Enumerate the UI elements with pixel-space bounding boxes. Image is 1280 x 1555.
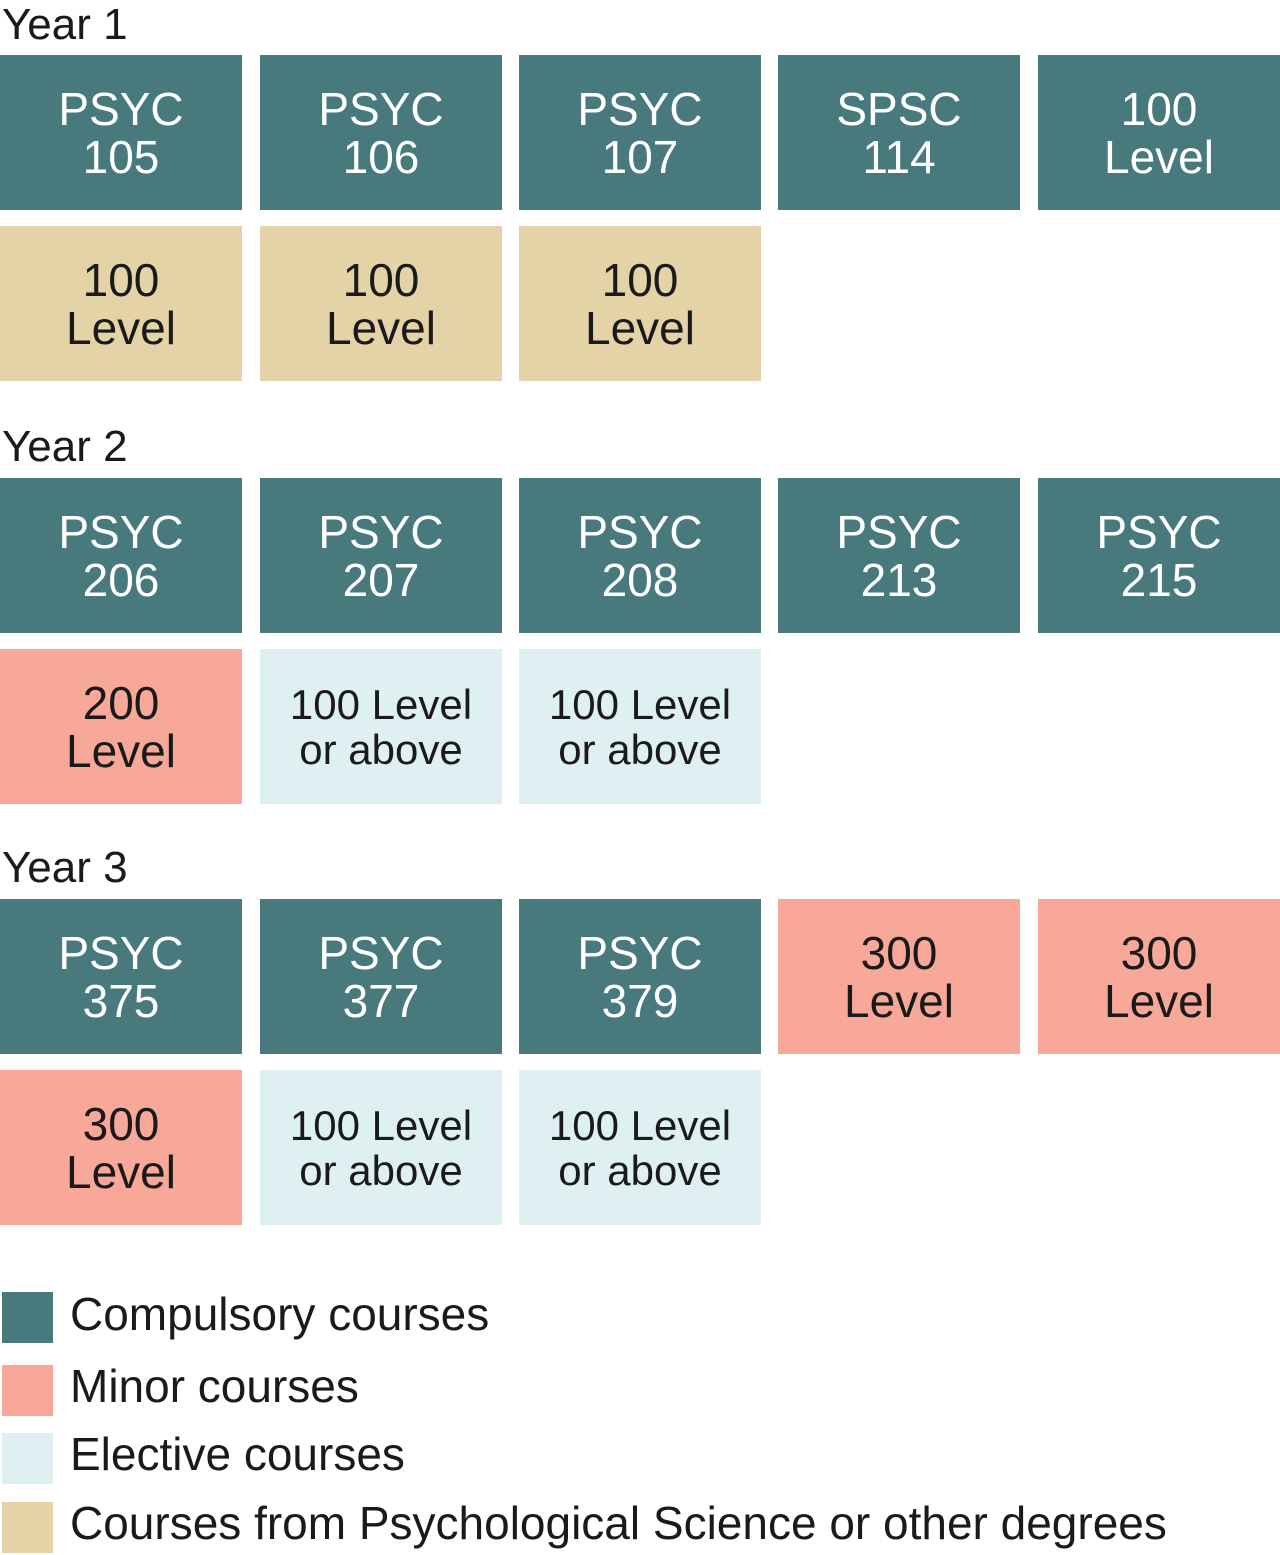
course-tile-text: 100 Level (548, 1101, 732, 1149)
course-tile-text: 100 (82, 253, 160, 306)
legend-swatch-minor (2, 1365, 53, 1416)
course-tile-elective: 100 Level or above (260, 649, 502, 804)
legend-label-other: Courses from Psychological Science or ot… (70, 1497, 1167, 1549)
legend-swatch-elective (2, 1433, 53, 1484)
course-tile-text: or above (558, 725, 722, 773)
course-tile-other: 100 Level (0, 226, 242, 381)
course-tile-minor: 300 Level (0, 1070, 242, 1225)
course-tile-text: 100 Level (289, 680, 473, 728)
course-tile-minor: 300 Level (1038, 899, 1280, 1054)
course-tile-text: PSYC (58, 82, 184, 135)
course-tile-text: PSYC (318, 82, 444, 135)
course-tile-text: 300 (82, 1097, 160, 1150)
course-tile-text: 100 Level (548, 680, 732, 728)
course-tile-text: Level (844, 974, 954, 1027)
course-tile-compulsory: PSYC 107 (519, 55, 761, 210)
course-tile-compulsory: PSYC 206 (0, 478, 242, 633)
course-tile-text: 107 (601, 130, 679, 183)
course-tile-text: 105 (82, 130, 160, 183)
course-tile-text: 377 (342, 974, 420, 1027)
course-tile-text: Level (326, 301, 436, 354)
course-tile-text: or above (558, 1146, 722, 1194)
course-tile-text: PSYC (58, 926, 184, 979)
course-tile-text: 379 (601, 974, 679, 1027)
course-tile-compulsory: PSYC 377 (260, 899, 502, 1054)
course-tile-text: 114 (862, 130, 936, 183)
course-tile-compulsory: PSYC 379 (519, 899, 761, 1054)
course-tile-text: PSYC (1096, 505, 1222, 558)
course-tile-text: 206 (82, 553, 160, 606)
legend-label-elective: Elective courses (70, 1428, 405, 1480)
course-tile-text: PSYC (836, 505, 962, 558)
course-tile-minor: 300 Level (778, 899, 1020, 1054)
course-tile-text: 375 (82, 974, 160, 1027)
course-tile-compulsory: PSYC 105 (0, 55, 242, 210)
course-tile-minor: 200 Level (0, 649, 242, 804)
course-tile-text: Level (1104, 130, 1214, 183)
course-tile-text: PSYC (577, 926, 703, 979)
course-tile-text: 215 (1120, 553, 1198, 606)
course-tile-compulsory: PSYC 208 (519, 478, 761, 633)
course-tile-text: 200 (82, 676, 160, 729)
course-tile-text: 208 (601, 553, 679, 606)
course-tile-text: SPSC (836, 82, 962, 135)
course-tile-compulsory: SPSC 114 (778, 55, 1020, 210)
course-tile-compulsory: PSYC 215 (1038, 478, 1280, 633)
legend-label-minor: Minor courses (70, 1360, 359, 1412)
year-title: Year 2 (2, 422, 128, 471)
course-tile-compulsory: 100 Level (1038, 55, 1280, 210)
course-tile-text: 100 Level (289, 1101, 473, 1149)
course-tile-text: PSYC (58, 505, 184, 558)
legend-label-compulsory: Compulsory courses (70, 1288, 490, 1340)
course-tile-text: 300 (1120, 926, 1198, 979)
legend-swatch-other (2, 1502, 53, 1553)
course-tile-text: PSYC (577, 505, 703, 558)
year-title: Year 1 (2, 0, 128, 49)
course-tile-text: 300 (860, 926, 938, 979)
course-tile-text: 100 (601, 253, 679, 306)
course-tile-text: 100 (342, 253, 420, 306)
course-tile-other: 100 Level (519, 226, 761, 381)
course-tile-text: or above (299, 1146, 463, 1194)
course-tile-text: 100 (1120, 82, 1198, 135)
course-tile-text: Level (66, 724, 176, 777)
course-tile-text: Level (1104, 974, 1214, 1027)
course-tile-elective: 100 Level or above (519, 1070, 761, 1225)
course-tile-text: Level (66, 301, 176, 354)
course-tile-text: PSYC (318, 926, 444, 979)
course-tile-text: or above (299, 725, 463, 773)
course-tile-text: PSYC (318, 505, 444, 558)
course-tile-compulsory: PSYC 106 (260, 55, 502, 210)
course-tile-text: 207 (342, 553, 420, 606)
course-tile-text: Level (66, 1145, 176, 1198)
course-tile-compulsory: PSYC 213 (778, 478, 1020, 633)
course-tile-text: 106 (342, 130, 420, 183)
year-title: Year 3 (2, 843, 128, 892)
course-tile-text: PSYC (577, 82, 703, 135)
course-tile-elective: 100 Level or above (519, 649, 761, 804)
course-tile-compulsory: PSYC 207 (260, 478, 502, 633)
course-tile-text: 213 (860, 553, 938, 606)
legend-swatch-compulsory (2, 1292, 53, 1343)
course-tile-compulsory: PSYC 375 (0, 899, 242, 1054)
course-tile-elective: 100 Level or above (260, 1070, 502, 1225)
course-tile-other: 100 Level (260, 226, 502, 381)
course-tile-text: Level (585, 301, 695, 354)
